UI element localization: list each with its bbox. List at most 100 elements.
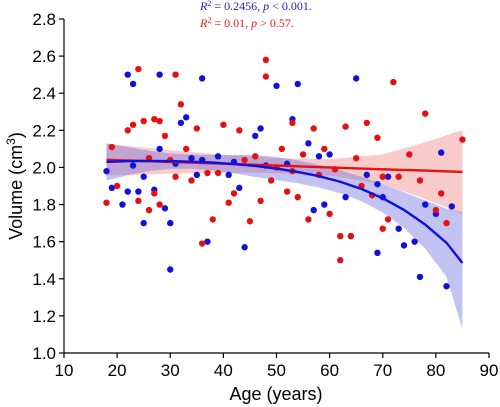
data-point-blue (321, 201, 328, 208)
y-tick-label: 2.2 (32, 121, 56, 140)
y-axis-label-superscript: 3 (4, 138, 18, 145)
x-ticks: 10 20 30 40 50 60 70 80 90 (55, 353, 498, 380)
data-point-red (135, 197, 142, 205)
data-point-blue (135, 188, 142, 195)
data-point-red (156, 117, 163, 125)
data-point-blue (188, 154, 195, 162)
data-point-red (220, 121, 227, 128)
data-point-red (262, 56, 270, 64)
data-point-red (352, 154, 360, 162)
data-point-blue (140, 219, 147, 227)
data-point-red (283, 188, 291, 195)
data-point-red (161, 132, 169, 140)
data-point-blue (352, 75, 360, 82)
data-point-blue (156, 145, 163, 153)
data-point-red (198, 240, 206, 247)
data-point-red (310, 125, 317, 132)
data-point-blue (182, 114, 190, 121)
data-point-red (124, 127, 131, 134)
data-point-red (432, 206, 440, 214)
data-point-blue (374, 249, 381, 256)
confidence-band-red (106, 129, 463, 214)
data-point-red (305, 216, 312, 223)
annotation-red: R2 = 0.01, p > 0.57. (199, 16, 294, 30)
data-point-red (416, 177, 424, 184)
data-point-blue (119, 201, 126, 208)
data-point-red (422, 110, 429, 117)
data-point-red (252, 153, 259, 160)
data-point-blue (342, 193, 349, 201)
data-point-red (437, 190, 445, 197)
data-point-red (156, 201, 163, 208)
data-point-red (241, 156, 248, 164)
data-point-blue (103, 167, 110, 175)
y-tick-label: 2.0 (32, 158, 56, 177)
data-point-blue (108, 184, 116, 192)
data-point-blue (443, 283, 450, 290)
y-tick-label: 2.8 (32, 10, 56, 29)
data-point-red (459, 136, 466, 143)
data-point-red (374, 134, 381, 141)
data-point-red (246, 218, 254, 225)
data-point-blue (225, 171, 232, 179)
data-point-red (177, 101, 185, 108)
data-point-red (151, 116, 158, 123)
data-point-red (209, 216, 216, 223)
data-point-blue (416, 273, 424, 281)
data-point-blue (305, 140, 312, 147)
annotation-blue: R2 = 0.2456, p < 0.001. (199, 0, 312, 13)
data-point-red (140, 117, 147, 125)
data-point-blue (326, 151, 333, 158)
x-tick-label: 60 (320, 361, 339, 380)
data-point-red (347, 232, 355, 240)
data-point-blue (198, 75, 206, 82)
data-point-blue (257, 125, 264, 132)
data-point-blue (167, 266, 174, 273)
data-point-red (395, 173, 402, 180)
data-point-blue (161, 205, 169, 212)
x-tick-label: 50 (267, 361, 286, 380)
y-tick-label: 1.4 (32, 270, 56, 289)
y-tick-label: 2.6 (32, 47, 56, 66)
data-point-red (337, 232, 344, 240)
x-tick-label: 20 (108, 361, 127, 380)
data-point-red (294, 193, 301, 201)
bands-layer (106, 129, 463, 329)
y-tick-label: 1.6 (32, 233, 56, 252)
data-point-red (278, 145, 286, 153)
data-point-red (236, 127, 243, 134)
data-point-blue (124, 188, 131, 195)
data-point-red (230, 190, 238, 197)
data-point-blue (177, 119, 185, 127)
y-tick-label: 1.8 (32, 196, 56, 215)
data-point-red (321, 145, 328, 153)
data-point-blue (124, 71, 131, 78)
data-point-blue (363, 171, 371, 179)
data-point-blue (140, 173, 147, 180)
data-point-red (172, 173, 179, 180)
data-point-red (108, 143, 116, 151)
data-point-blue (448, 203, 456, 210)
data-point-red (406, 151, 413, 158)
data-point-blue (374, 180, 381, 188)
data-point-blue (129, 162, 137, 169)
data-point-blue (204, 238, 211, 245)
y-tick-label: 2.4 (32, 84, 56, 103)
data-point-red (299, 151, 307, 158)
data-point-red (326, 210, 333, 218)
data-point-blue (395, 225, 402, 232)
data-point-blue (437, 149, 445, 156)
data-point-blue (384, 173, 392, 180)
data-point-blue (400, 242, 408, 249)
data-point-blue (310, 206, 317, 214)
confidence-band-blue (106, 143, 463, 329)
y-axis-label: Volume (cm3) (4, 132, 26, 240)
data-point-red (151, 190, 158, 197)
data-point-red (342, 123, 349, 130)
data-point-red (135, 65, 142, 73)
y-tick-label: 1.0 (32, 344, 56, 363)
data-point-red (262, 73, 270, 80)
data-point-blue (236, 184, 243, 192)
data-point-red (267, 177, 275, 184)
